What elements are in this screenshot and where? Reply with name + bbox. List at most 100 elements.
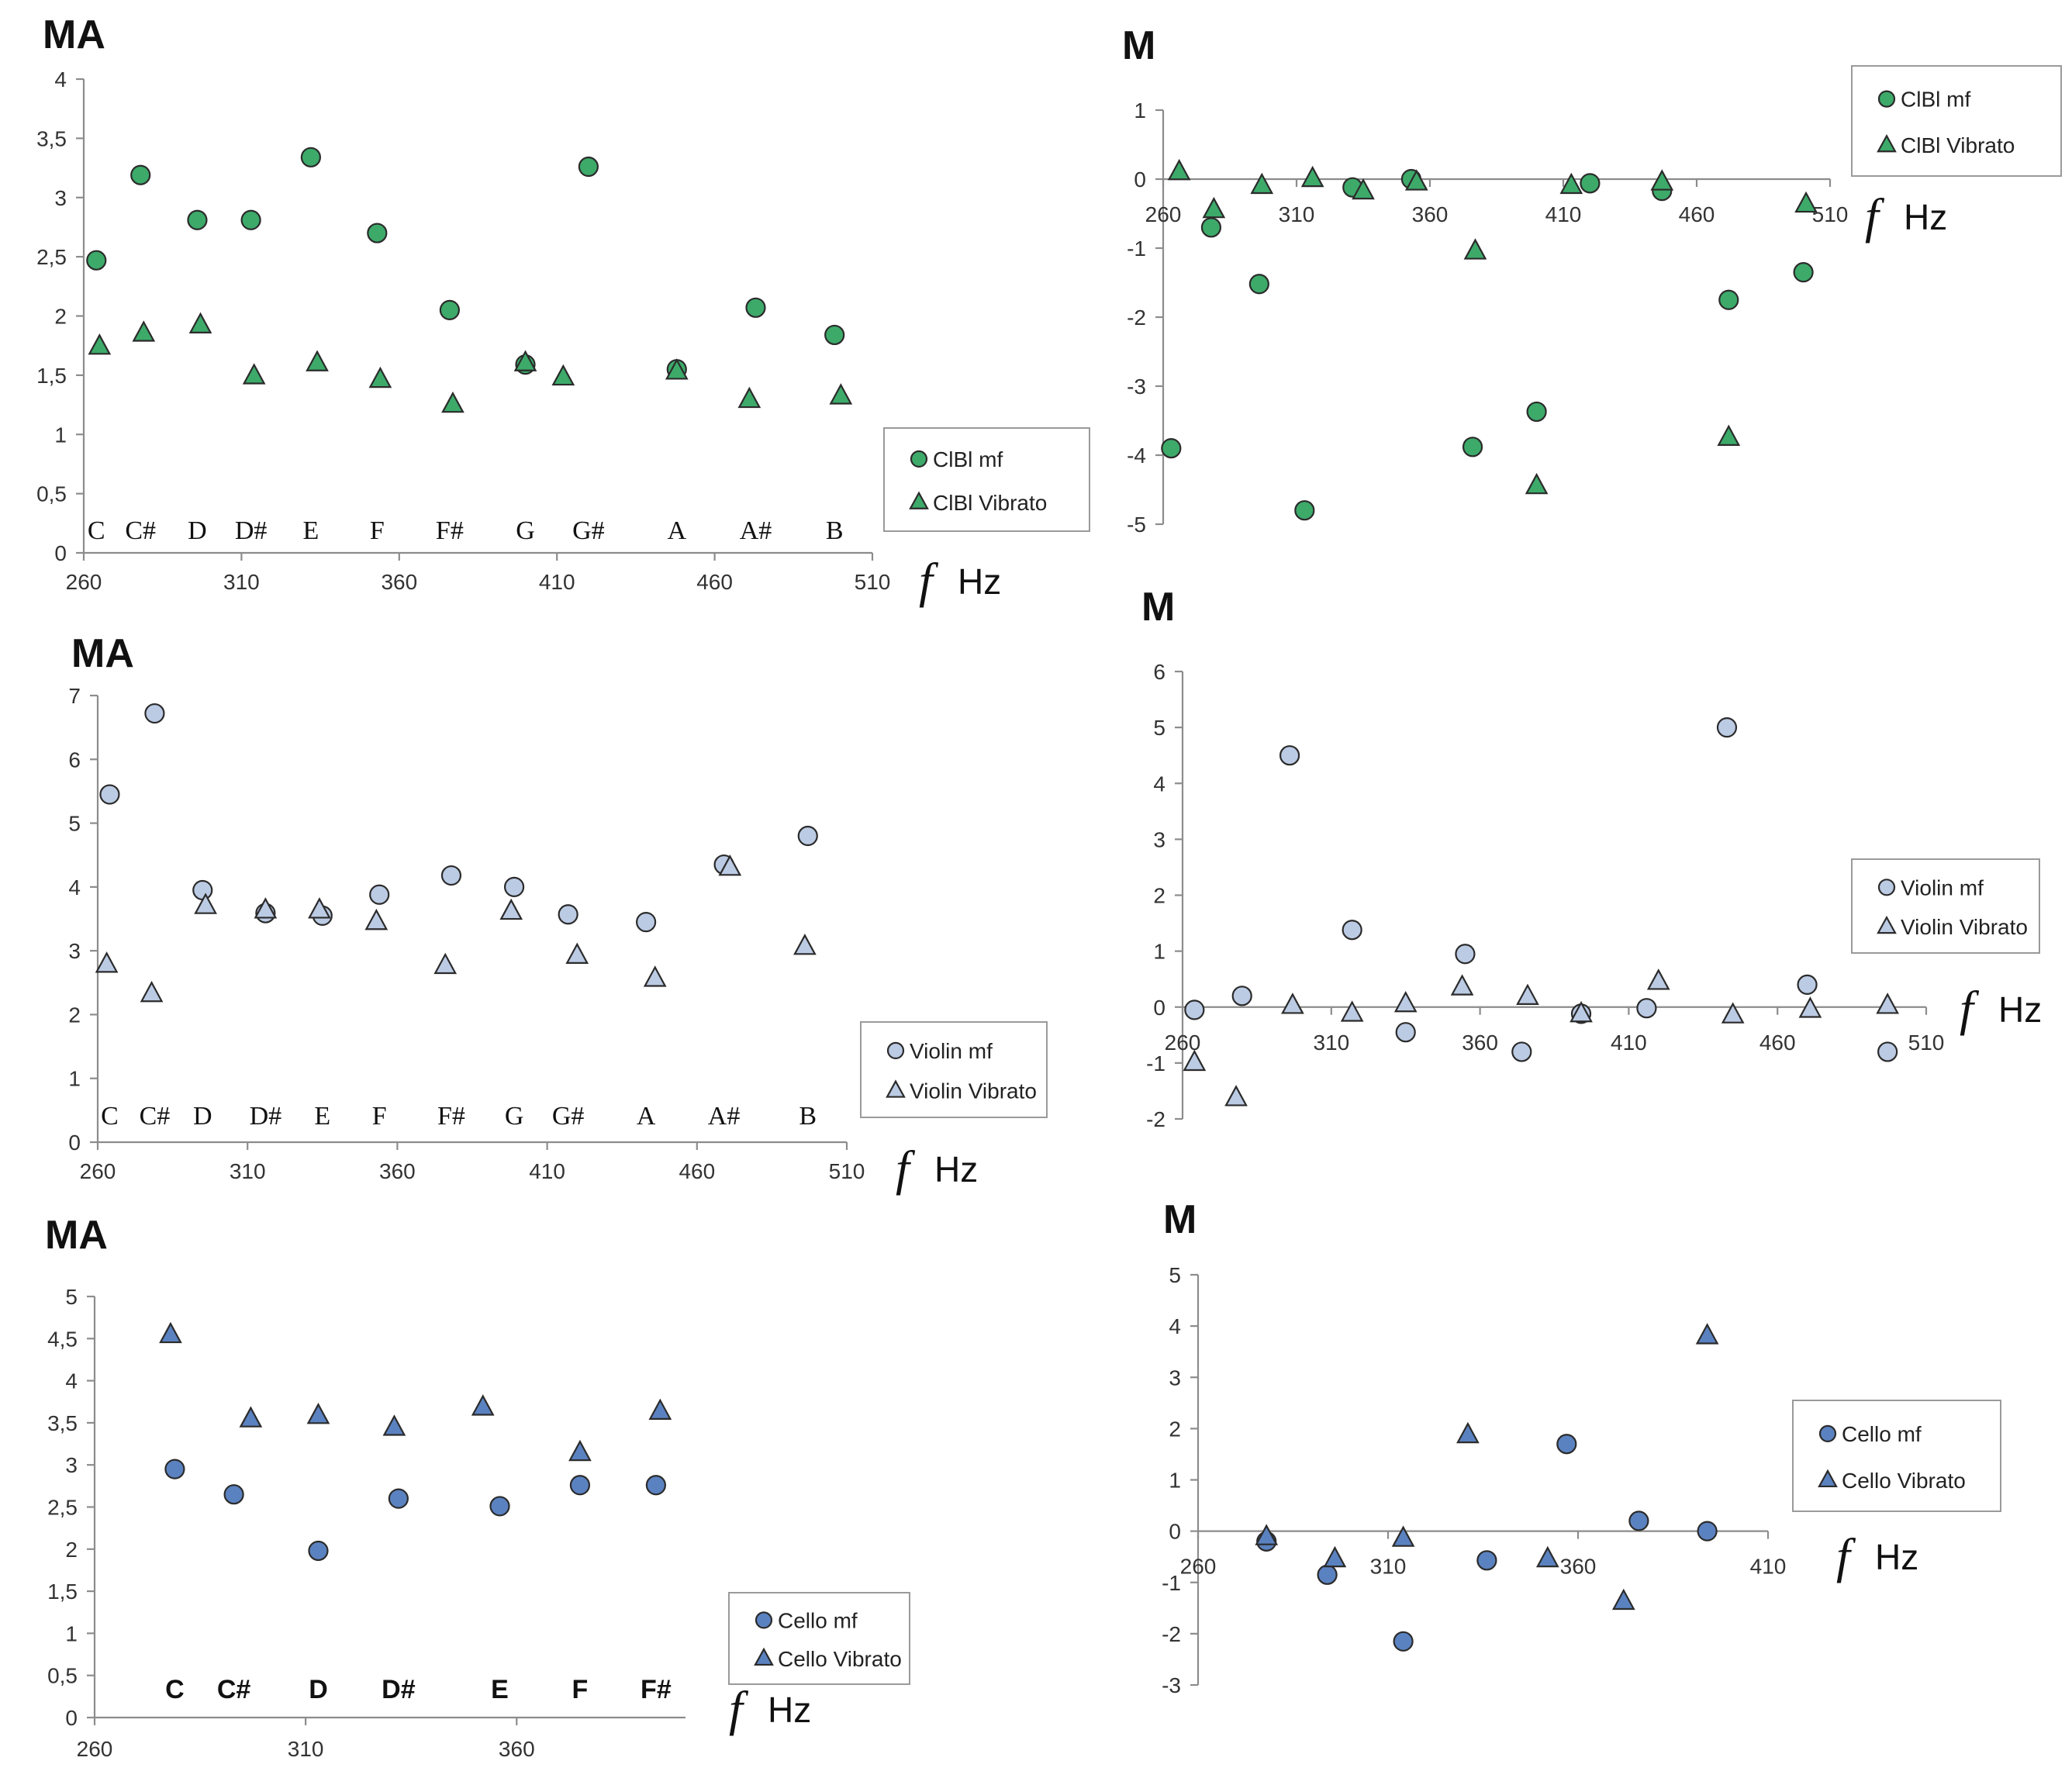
x-unit-symbol: f: [919, 553, 939, 608]
data-point-triangle: [643, 965, 667, 987]
x-tick-label: 510: [1812, 202, 1849, 226]
legend: Cello mf Cello Vibrato: [728, 1592, 910, 1685]
data-point-circle: [223, 1484, 244, 1505]
data-point-triangle: [718, 854, 742, 876]
x-tick-label: 410: [529, 1159, 565, 1183]
x-unit-label: Hz: [1998, 989, 2042, 1030]
note-label: C: [165, 1675, 185, 1704]
legend-label: ClBl Vibrato: [1901, 133, 2015, 157]
y-tick-label: 2: [54, 305, 67, 329]
data-point-circle: [367, 223, 388, 243]
y-tick-label: 4: [54, 67, 67, 91]
y-tick-label: 7: [68, 684, 81, 708]
data-point-triangle: [1281, 993, 1304, 1014]
data-point-triangle: [1646, 968, 1670, 990]
data-point-triangle: [132, 320, 156, 342]
legend-label: Cello mf: [778, 1608, 858, 1632]
note-label: C: [88, 516, 105, 545]
data-point-circle: [1161, 437, 1182, 459]
data-point-circle: [1526, 401, 1547, 423]
series-cello-vibrato: [1255, 1323, 1719, 1611]
note-label: A: [668, 516, 687, 545]
x-tick-label: 260: [80, 1159, 116, 1183]
y-tick-label: -1: [1162, 1571, 1181, 1595]
data-point-triangle: [159, 1321, 182, 1344]
y-tick-label: 6: [1153, 660, 1166, 684]
note-label: G: [516, 516, 535, 545]
y-tick-label: 1,5: [36, 364, 67, 388]
series-cello-mf: [1256, 1434, 1718, 1652]
data-point-triangle: [1876, 993, 1899, 1014]
data-point-triangle: [306, 350, 329, 371]
x-tick-label: 260: [1145, 202, 1182, 226]
data-point-triangle: [648, 1398, 672, 1421]
legend-label: ClBl mf: [1901, 88, 1970, 112]
chart-violin-ma: MA 0 1 2 3 4 5 6 7 260 310 360 410 460 510 f Hz C C# D D# E F F…: [68, 631, 1048, 1196]
data-point-circle: [1279, 745, 1300, 766]
x-unit-symbol: f: [1960, 981, 1980, 1036]
y-tick-label: 0: [1169, 1520, 1181, 1544]
data-point-circle: [1476, 1550, 1497, 1571]
legend: ClBl mf ClBl Vibrato: [1851, 65, 2062, 177]
data-point-triangle: [1463, 238, 1487, 260]
data-point-circle: [1628, 1511, 1649, 1531]
data-point-circle: [130, 164, 151, 185]
legend-circle-icon: [1818, 1424, 1837, 1443]
data-point-circle: [308, 1540, 329, 1562]
legend-circle-icon: [910, 450, 928, 468]
panel-title: MA: [43, 12, 105, 57]
data-point-circle: [1462, 437, 1483, 457]
legend: Violin mf Violin Vibrato: [860, 1021, 1048, 1118]
data-point-triangle: [239, 1406, 263, 1428]
y-tick-label: 2,5: [47, 1496, 78, 1520]
x-unit-label: Hz: [1904, 197, 1947, 237]
data-point-circle: [1877, 1041, 1898, 1062]
data-point-triangle: [1798, 996, 1822, 1018]
data-point-triangle: [665, 358, 689, 380]
data-point-circle: [824, 324, 845, 346]
data-point-triangle: [1559, 172, 1583, 195]
data-point-triangle: [1794, 191, 1818, 213]
note-label: F#: [436, 516, 464, 545]
y-tick-label: 3: [54, 186, 67, 210]
y-tick-label: -4: [1127, 444, 1146, 468]
data-point-triangle: [1224, 1085, 1248, 1107]
legend-circle-icon: [886, 1041, 905, 1060]
x-tick-label: 310: [1313, 1031, 1349, 1055]
y-tick-label: 1,5: [47, 1580, 78, 1604]
legend-label: Cello mf: [1842, 1422, 1922, 1446]
data-point-triangle: [471, 1394, 495, 1416]
data-point-triangle: [1255, 1524, 1279, 1545]
y-tick-label: 5: [68, 812, 81, 836]
data-point-circle: [1697, 1521, 1718, 1542]
series-violin-vibrato: [95, 854, 817, 1003]
legend-box: [883, 427, 1090, 532]
note-label: D: [188, 516, 207, 545]
legend-box: [728, 1592, 910, 1685]
data-point-circle: [489, 1496, 510, 1517]
x-tick-label: 510: [855, 570, 891, 594]
note-label: C: [101, 1102, 119, 1131]
data-point-circle: [636, 912, 657, 933]
legend-triangle-icon: [886, 1079, 906, 1098]
x-tick-label: 260: [1180, 1555, 1217, 1579]
note-label: D: [193, 1102, 212, 1131]
legend: ClBl mf ClBl Vibrato: [883, 427, 1090, 532]
note-label: D#: [250, 1102, 282, 1131]
data-point-circle: [1395, 1022, 1416, 1043]
data-point-circle: [440, 865, 462, 886]
y-tick-label: 4,5: [47, 1327, 78, 1351]
series-violin-vibrato: [1183, 968, 1899, 1107]
x-tick-label: 260: [1165, 1031, 1201, 1055]
data-point-triangle: [1717, 424, 1741, 446]
note-label: B: [799, 1102, 817, 1131]
x-tick-label: 360: [381, 570, 417, 594]
y-tick-label: 0: [1134, 167, 1146, 192]
series-cello-vibrato: [159, 1321, 672, 1462]
data-point-triangle: [1340, 1000, 1364, 1022]
note-label: E: [491, 1675, 509, 1704]
data-point-triangle: [568, 1439, 592, 1462]
panel-title: M: [1122, 23, 1155, 68]
y-tick-label: 2: [1153, 884, 1166, 908]
